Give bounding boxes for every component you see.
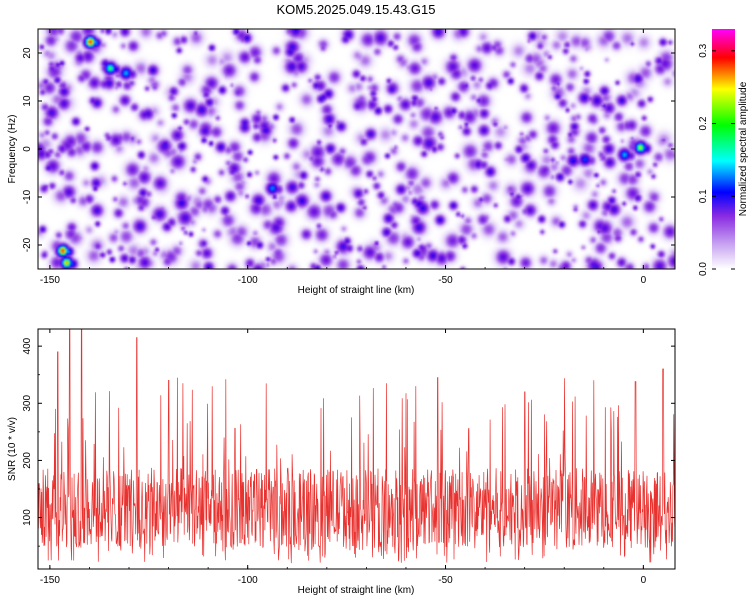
snr-y-axis-label: SNR (10 * v/v): [7, 417, 18, 481]
snr-y-tick-label: 100: [22, 509, 33, 526]
heatmap-y-tick-label: 20: [22, 47, 33, 59]
snr-ticks: -150 -100 -50 0 100 200 300 400: [22, 329, 675, 586]
snr-x-axis-label: Height of straight line (km): [298, 585, 415, 596]
snr-x-tick-label: -50: [438, 575, 453, 586]
colorbar-label: Normalized spectral amplitude: [738, 81, 749, 216]
snr-x-tick-label: -150: [40, 575, 60, 586]
heatmap-y-tick-label: 0: [22, 146, 33, 152]
snr-series-line: [38, 329, 675, 564]
heatmap-image: [38, 29, 675, 269]
snr-y-tick-label: 400: [22, 337, 33, 354]
colorbar-gradient: [712, 29, 735, 269]
heatmap-y-tick-label: 10: [22, 95, 33, 107]
heatmap-y-tick-label: -10: [22, 189, 33, 204]
heatmap-x-axis-label: Height of straight line (km): [298, 285, 415, 296]
chart-title: KOM5.2025.049.15.43.G15: [276, 2, 435, 17]
colorbar-tick-label: 0.0: [698, 262, 709, 276]
snr-panel: -150 -100 -50 0 100 200 300 400 Height of strai…: [7, 328, 676, 596]
snr-y-tick-label: 300: [22, 395, 33, 412]
colorbar-tick-label: 0.2: [698, 116, 709, 130]
colorbar: 0.0 0.1 0.2 0.3 Normalized spectral amplitu…: [698, 29, 749, 276]
snr-frame: [37, 328, 676, 570]
snr-x-tick-label: 0: [641, 575, 647, 586]
heatmap-cells: [38, 29, 675, 269]
colorbar-ticks: 0.0 0.1 0.2 0.3: [698, 43, 735, 276]
heatmap-x-tick-label: -150: [40, 275, 60, 286]
heatmap-x-tick-label: -100: [238, 275, 258, 286]
colorbar-tick-label: 0.1: [698, 189, 709, 203]
heatmap-y-tick-label: -20: [22, 237, 33, 252]
heatmap-y-axis-label: Frequency (Hz): [7, 115, 18, 184]
colorbar-tick-label: 0.3: [698, 43, 709, 57]
snr-y-tick-label: 200: [22, 452, 33, 469]
heatmap-x-tick-label: 0: [641, 275, 647, 286]
snr-x-tick-label: -100: [238, 575, 258, 586]
heatmap-x-tick-label: -50: [438, 275, 453, 286]
